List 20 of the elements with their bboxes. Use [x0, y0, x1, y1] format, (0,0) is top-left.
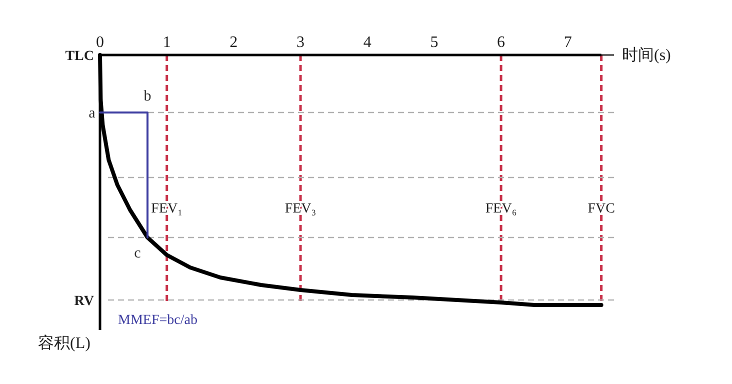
- annotation: b: [144, 88, 152, 104]
- x-tick-label: 0: [96, 34, 104, 51]
- x-axis-title: 时间(s): [622, 46, 671, 64]
- x-tick-label: 1: [162, 34, 171, 51]
- ref-line-label: FVC: [588, 202, 615, 216]
- x-tick-label: 7: [564, 34, 572, 51]
- text: MMEF=bc/ab: [118, 313, 198, 328]
- x-tick-label: 3: [296, 34, 305, 51]
- ref-line-label: FEV₁: [151, 202, 183, 216]
- ref-line-label: TLC: [65, 49, 94, 64]
- x-tick-label: 2: [230, 34, 238, 51]
- x-tick-label: 4: [363, 34, 372, 51]
- x-tick-label: 6: [497, 34, 506, 51]
- ref-line-label: FEV₆: [485, 202, 517, 216]
- ref-line-label: FEV₃: [284, 202, 316, 216]
- x-tick-label: 5: [430, 34, 438, 51]
- annotation: c: [134, 246, 142, 262]
- text: a: [88, 106, 96, 122]
- ref-line-label: RV: [74, 294, 94, 309]
- y-axis-title: 容积(L): [38, 334, 90, 352]
